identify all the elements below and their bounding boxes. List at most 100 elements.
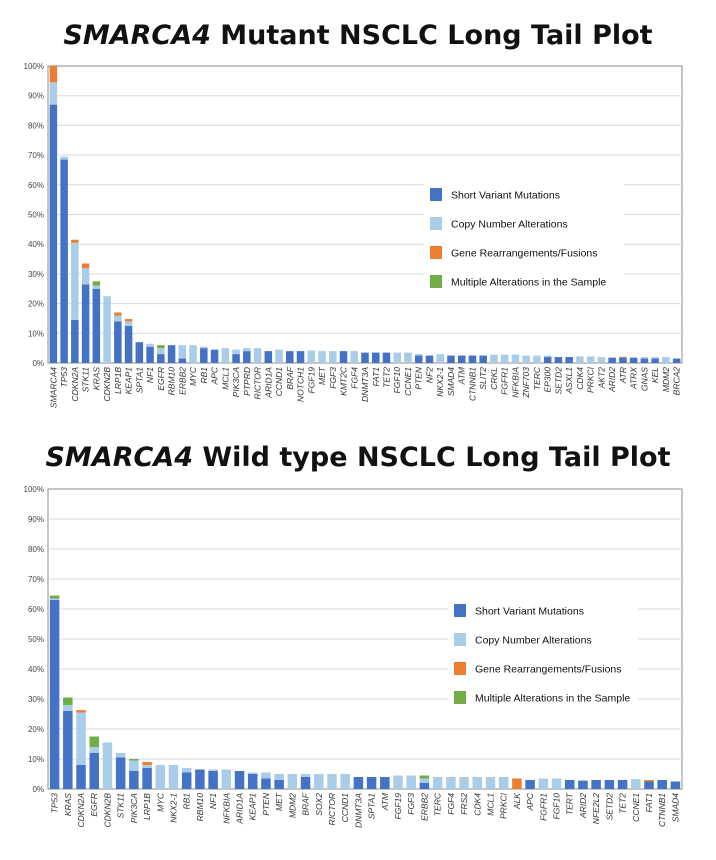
chart-2-bar-pik3ca-series-2: [129, 760, 139, 771]
chart-1-title: SMARCA4 Mutant NSCLC Long Tail Plot: [0, 20, 716, 51]
chart-1-bar-stk11-series-3: [81, 263, 90, 268]
chart-1-bar-brca2-series-1: [672, 358, 681, 363]
chart-1-x-tick-label: RBM10: [167, 367, 177, 396]
chart-2-bar-stk11-series-1: [115, 757, 126, 789]
chart-1-x-tick-label: CDK4: [575, 367, 585, 390]
chart-2-x-tick-label: TP53: [50, 793, 60, 814]
chart-1-x-tick-label: ATR: [618, 367, 628, 384]
chart-1-bar-nkx2-1-series-2: [436, 354, 444, 363]
chart-1-y-tick-label: 40%: [28, 240, 44, 249]
chart-1-x-tick-label: ARID2: [607, 367, 617, 393]
chart-2-bar-pten-series-1: [261, 778, 271, 789]
chart-2-bar-lrp1b-series-1: [142, 768, 152, 789]
chart-1-bar-nfkbia-series-2: [511, 354, 520, 363]
chart-2-title-text: Wild type NSCLC Long Tail Plot: [192, 442, 671, 473]
chart-1-bar-ptprd-series-1: [243, 351, 251, 363]
chart-1-x-tick-label: NOTCH1: [296, 367, 306, 402]
chart-2-bar-rb1-series-2: [181, 768, 192, 773]
chart-1-bar-smarca4-series-1: [49, 104, 58, 364]
chart-1-x-tick-label: MYC: [188, 366, 198, 386]
chart-1-bar-lrp1b-series-1: [114, 321, 122, 363]
chart-2-x-tick-label: ALK: [512, 793, 522, 810]
chart-1-bar-setd2-series-1: [554, 357, 563, 363]
chart-1-y-tick-label: 60%: [28, 181, 44, 190]
chart-2-x-tick-label: MCL1: [485, 793, 495, 816]
chart-1-x-tick-label: STK11: [81, 367, 91, 393]
chart-1-bar-fgf19-series-2: [307, 350, 316, 363]
chart-2-y-tick-label: 50%: [28, 635, 44, 644]
chart-2-x-tick-label: SPTA1: [367, 793, 377, 820]
chart-1-x-tick-label: ZNF703: [521, 367, 531, 399]
chart-2-bar-cdkn2b-series-2: [102, 742, 113, 789]
chart-1-bar-rb1-series-1: [200, 348, 208, 363]
chart-2-bar-tp53-series-4: [49, 595, 60, 599]
chart-1-x-tick-label: KEL: [650, 367, 660, 383]
chart-1-bar-ccne1-series-2: [404, 352, 412, 363]
chart-1-bar-pten-series-1: [414, 355, 423, 363]
chart-2-y-tick-label: 10%: [28, 755, 44, 764]
chart-1-bar-erbb2-series-2: [178, 345, 187, 359]
chart-2-x-tick-label: PRKCI: [499, 792, 509, 819]
chart-1-bar-znf703-series-2: [522, 355, 530, 363]
chart-2-bar-met-series-1: [274, 780, 284, 789]
chart-1-x-tick-label: CRKL: [489, 367, 499, 390]
chart-2-bar-rbm10-series-1: [195, 769, 205, 789]
chart-2-x-tick-label: EGFR: [89, 793, 99, 817]
chart-2-bar-nf1-series-2: [208, 769, 218, 771]
chart-1-bar-fgf4-series-2: [350, 351, 359, 363]
chart-2-bar-mcl1-series-2: [485, 777, 496, 789]
chart-1-y-tick-label: 0%: [32, 359, 44, 368]
chart-2-bar-apc-series-1: [525, 780, 535, 789]
chart-2-bar-tp53-series-2: [49, 598, 60, 600]
chart-1-bar-pik3ca-series-1: [232, 354, 240, 363]
chart-1-bar-atr-series-1: [619, 357, 627, 363]
chart-2-bar-tert-series-1: [564, 780, 575, 789]
chart-1-bar-fat1-series-1: [371, 352, 380, 363]
chart-2-x-tick-label: CDKN2A: [76, 793, 86, 828]
chart-2-bar-ccnd1-series-2: [340, 774, 350, 789]
chart-1-x-tick-label: FGF10: [392, 367, 402, 394]
chart-2-bar-arid1a-series-1: [234, 771, 245, 789]
chart-1-x-tick-label: MDM2: [661, 367, 671, 392]
chart-2-bar-spta1-series-1: [366, 777, 377, 789]
chart-1-bar-stk11-series-2: [81, 267, 90, 285]
chart-1-legend-swatch-2: [430, 217, 442, 230]
chart-2-y-tick-label: 100%: [24, 485, 44, 494]
chart-2-bar-pik3ca-series-1: [129, 771, 139, 789]
chart-1-bar-slit2-series-1: [479, 355, 487, 363]
chart-1-bar-ctnnb1-series-1: [468, 355, 477, 363]
chart-1-bar-pik3ca-series-2: [232, 349, 240, 355]
chart-2-x-tick-label: SMAD4: [670, 793, 680, 823]
chart-2-x-tick-label: KRAS: [63, 793, 73, 816]
chart-2-bar-kras-series-4: [63, 697, 73, 705]
chart-1-title-text: Mutant NSCLC Long Tail Plot: [210, 20, 653, 51]
chart-2-x-tick-label: ERBB2: [419, 793, 429, 821]
chart-2-bar-fgf4-series-2: [446, 777, 456, 789]
chart-1-y-tick-label: 10%: [28, 329, 44, 338]
chart-2-x-tick-label: NKX2-1: [168, 793, 178, 823]
chart-1-bar-smarca4-series-3: [49, 66, 58, 83]
chart-2-bar-rb1-series-1: [181, 772, 192, 789]
chart-2-legend-label-3: Gene Rearrangements/Fusions: [475, 664, 622, 676]
chart-1-x-tick-label: FGFR1: [500, 367, 510, 395]
chart-2-bar-cdkn2a-series-3: [76, 710, 86, 713]
chart-1-y-tick-label: 30%: [28, 270, 44, 279]
chart-2-x-tick-label: FGF3: [406, 793, 416, 815]
chart-2-bar-egfr-series-1: [89, 753, 99, 789]
chart-1-bar-kras-series-4: [92, 281, 101, 286]
chart-2-x-tick-label: RBM10: [195, 793, 205, 822]
chart-1-y-tick-label: 20%: [28, 300, 44, 309]
chart-2-x-tick-label: MYC: [155, 792, 165, 812]
chart-2-bar-pik3ca-series-4: [129, 759, 139, 761]
chart-2-bar-cdkn2a-series-1: [76, 765, 86, 789]
chart-2-legend: Short Variant Mutations Copy Number Alter…: [448, 600, 638, 716]
chart-2-bar-cdk4-series-2: [472, 777, 483, 789]
chart-1-x-tick-label: TET2: [381, 367, 391, 388]
chart-2-bar-met-series-2: [274, 774, 284, 780]
chart-2-legend-label-1: Short Variant Mutations: [475, 606, 584, 618]
chart-2-bar-cdkn2a-series-2: [76, 712, 86, 765]
chart-1-bar-met-series-2: [318, 351, 326, 363]
chart-1-bar-cdk4-series-2: [576, 356, 584, 363]
chart-2-bar-nf1-series-1: [208, 771, 218, 789]
chart-2-bar-nfe2l2-series-1: [591, 780, 601, 789]
